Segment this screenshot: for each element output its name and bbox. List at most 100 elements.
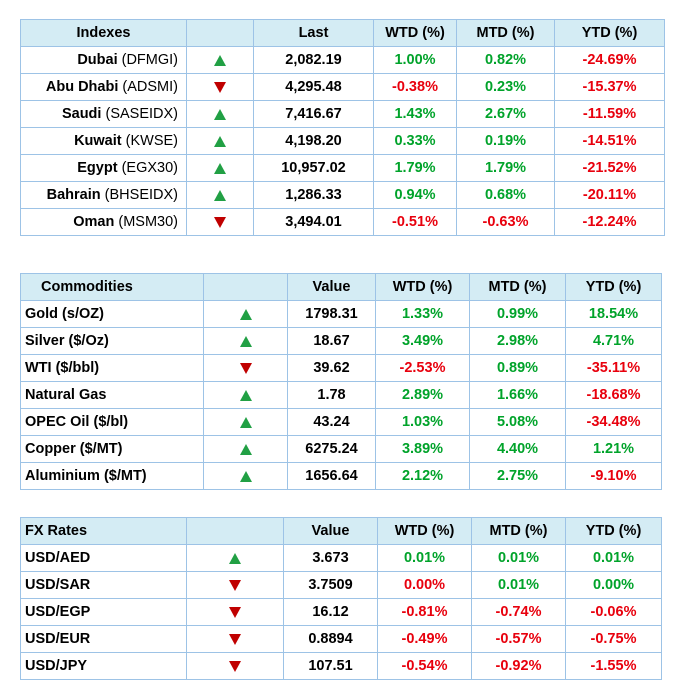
- index-name-cell: Oman (MSM30): [20, 208, 187, 236]
- fx-pair: USD/EUR: [20, 625, 187, 653]
- fx-ytd: -0.06%: [565, 598, 662, 626]
- trend-cell: [203, 435, 288, 463]
- fx-ytd: 0.01%: [565, 544, 662, 572]
- commodity-wtd: 1.33%: [375, 300, 470, 328]
- indexes-header-name: Indexes: [20, 19, 187, 47]
- trend-cell: [186, 598, 284, 626]
- index-name: Bahrain: [46, 187, 101, 203]
- table-row: Bahrain (BHSEIDX) 1,286.33 0.94% 0.68% -…: [20, 181, 665, 209]
- index-ytd: -12.24%: [554, 208, 665, 236]
- index-code: (ADSMI): [122, 79, 178, 95]
- table-row: WTI ($/bbl) 39.62 -2.53% 0.89% -35.11%: [20, 354, 662, 382]
- up-arrow-icon: [214, 189, 226, 201]
- commodity-wtd: 3.49%: [375, 327, 470, 355]
- commodity-wtd: 3.89%: [375, 435, 470, 463]
- table-row: Gold (s/OZ) 1798.31 1.33% 0.99% 18.54%: [20, 300, 662, 328]
- fx-header-wtd: WTD (%): [377, 517, 472, 545]
- index-wtd: 1.79%: [373, 154, 457, 182]
- index-code: (SASEIDX): [105, 106, 178, 122]
- fx-mtd: -0.92%: [471, 652, 566, 680]
- table-row: Natural Gas 1.78 2.89% 1.66% -18.68%: [20, 381, 662, 409]
- trend-cell: [203, 408, 288, 436]
- index-mtd: 0.19%: [456, 127, 555, 155]
- up-arrow-icon: [239, 335, 252, 347]
- table-row: Kuwait (KWSE) 4,198.20 0.33% 0.19% -14.5…: [20, 127, 665, 155]
- commodity-name: WTI ($/bbl): [20, 354, 204, 382]
- table-row: USD/SAR 3.7509 0.00% 0.01% 0.00%: [20, 571, 662, 599]
- fx-value: 3.7509: [283, 571, 378, 599]
- trend-cell: [203, 354, 288, 382]
- commodity-mtd: 0.89%: [469, 354, 566, 382]
- index-last: 4,198.20: [253, 127, 374, 155]
- index-ytd: -15.37%: [554, 73, 665, 101]
- fx-header-arrow: [186, 517, 284, 545]
- index-ytd: -24.69%: [554, 46, 665, 74]
- index-code: (DFMGI): [121, 52, 178, 68]
- index-last: 7,416.67: [253, 100, 374, 128]
- commodity-mtd: 2.75%: [469, 462, 566, 490]
- index-wtd: -0.51%: [373, 208, 457, 236]
- index-last: 10,957.02: [253, 154, 374, 182]
- index-wtd: 1.43%: [373, 100, 457, 128]
- index-name-cell: Abu Dhabi (ADSMI): [20, 73, 187, 101]
- fx-ytd: -0.75%: [565, 625, 662, 653]
- index-name: Dubai: [77, 52, 118, 68]
- trend-cell: [186, 100, 254, 128]
- fx-mtd: 0.01%: [471, 544, 566, 572]
- index-wtd: -0.38%: [373, 73, 457, 101]
- trend-cell: [186, 571, 284, 599]
- fx-mtd: -0.74%: [471, 598, 566, 626]
- index-name: Egypt: [77, 160, 118, 176]
- table-row: Dubai (DFMGI) 2,082.19 1.00% 0.82% -24.6…: [20, 46, 665, 74]
- commodity-ytd: -35.11%: [565, 354, 662, 382]
- fx-header-name: FX Rates: [20, 517, 187, 545]
- table-row: Egypt (EGX30) 10,957.02 1.79% 1.79% -21.…: [20, 154, 665, 182]
- fx-wtd: 0.00%: [377, 571, 472, 599]
- trend-cell: [186, 625, 284, 653]
- commodity-name: OPEC Oil ($/bl): [20, 408, 204, 436]
- commodities-header-mtd: MTD (%): [469, 273, 566, 301]
- up-arrow-icon: [239, 389, 252, 401]
- index-name-cell: Egypt (EGX30): [20, 154, 187, 182]
- index-mtd: 1.79%: [456, 154, 555, 182]
- up-arrow-icon: [229, 552, 241, 564]
- trend-cell: [203, 381, 288, 409]
- index-last: 3,494.01: [253, 208, 374, 236]
- down-arrow-icon: [229, 660, 241, 672]
- up-arrow-icon: [239, 416, 252, 428]
- commodity-name: Silver ($/Oz): [20, 327, 204, 355]
- commodities-header-ytd: YTD (%): [565, 273, 662, 301]
- commodity-wtd: 1.03%: [375, 408, 470, 436]
- commodities-table: Commodities Value WTD (%) MTD (%) YTD (%…: [20, 273, 662, 490]
- table-row: USD/AED 3.673 0.01% 0.01% 0.01%: [20, 544, 662, 572]
- index-code: (KWSE): [125, 133, 178, 149]
- index-last: 4,295.48: [253, 73, 374, 101]
- trend-cell: [186, 73, 254, 101]
- commodity-name: Copper ($/MT): [20, 435, 204, 463]
- index-last: 2,082.19: [253, 46, 374, 74]
- index-code: (MSM30): [118, 214, 178, 230]
- commodity-name: Gold (s/OZ): [20, 300, 204, 328]
- trend-cell: [186, 544, 284, 572]
- fx-wtd: -0.54%: [377, 652, 472, 680]
- commodity-value: 1656.64: [287, 462, 376, 490]
- commodity-ytd: 18.54%: [565, 300, 662, 328]
- index-mtd: 0.82%: [456, 46, 555, 74]
- commodity-mtd: 1.66%: [469, 381, 566, 409]
- index-mtd: 0.23%: [456, 73, 555, 101]
- index-name: Saudi: [61, 106, 102, 122]
- table-row: Aluminium ($/MT) 1656.64 2.12% 2.75% -9.…: [20, 462, 662, 490]
- fx-pair: USD/AED: [20, 544, 187, 572]
- indexes-header-arrow: [186, 19, 254, 47]
- fx-wtd: -0.49%: [377, 625, 472, 653]
- down-arrow-icon: [229, 579, 241, 591]
- fx-header-value: Value: [283, 517, 378, 545]
- down-arrow-icon: [229, 606, 241, 618]
- table-row: Silver ($/Oz) 18.67 3.49% 2.98% 4.71%: [20, 327, 662, 355]
- commodity-value: 1798.31: [287, 300, 376, 328]
- fx-rates-table: FX Rates Value WTD (%) MTD (%) YTD (%) U…: [20, 517, 662, 680]
- commodity-wtd: -2.53%: [375, 354, 470, 382]
- fx-header-ytd: YTD (%): [565, 517, 662, 545]
- commodity-mtd: 2.98%: [469, 327, 566, 355]
- index-wtd: 0.33%: [373, 127, 457, 155]
